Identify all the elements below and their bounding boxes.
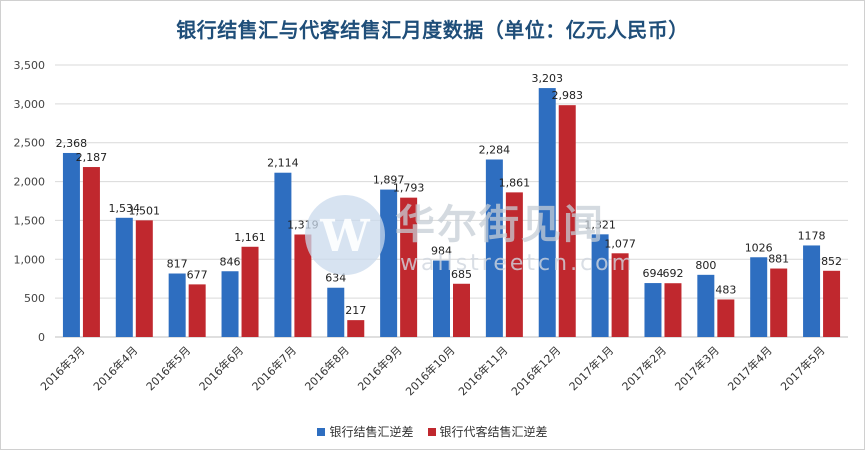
data-label-series-2: 685 (451, 268, 472, 281)
data-label-series-2: 677 (187, 268, 208, 281)
bar-series-2 (82, 167, 100, 337)
bar-series-2 (823, 270, 841, 337)
x-tick-label: 2017年4月 (725, 343, 775, 393)
x-tick-label: 2016年5月 (143, 343, 193, 393)
data-label-series-2: 1,793 (393, 182, 425, 195)
x-tick-label: 2017年3月 (672, 343, 722, 393)
bar-series-1 (803, 245, 821, 337)
y-tick-label: 3,000 (14, 98, 46, 111)
data-label-series-1: 1,534 (109, 202, 141, 215)
x-tick-label: 2017年1月 (566, 343, 616, 393)
bar-series-1 (380, 189, 398, 337)
bar-series-2 (505, 192, 523, 337)
bar-series-1 (485, 159, 503, 337)
y-tick-label: 1,000 (14, 253, 46, 266)
bar-series-2 (717, 299, 735, 337)
data-label-series-1: 2,114 (267, 157, 299, 170)
bar-series-2 (664, 283, 682, 337)
legend-item-series-2: 银行代客结售汇逆差 (427, 423, 548, 440)
y-tick-label: 2,000 (14, 176, 46, 189)
legend-swatch-series-2 (427, 427, 436, 436)
y-tick-label: 1,500 (14, 214, 46, 227)
bar-series-2 (453, 283, 470, 337)
bar-series-2 (558, 105, 576, 337)
bar-series-2 (611, 253, 629, 337)
x-tick-label: 2016年10月 (402, 343, 457, 398)
bar-series-1 (62, 152, 80, 337)
data-label-series-1: 3,203 (531, 72, 563, 85)
legend-item-series-1: 银行结售汇逆差 (317, 423, 414, 440)
data-label-series-1: 1,897 (373, 174, 405, 187)
y-tick-label: 2,500 (14, 137, 46, 150)
bar-series-1 (591, 234, 609, 337)
data-label-series-1: 694 (642, 267, 663, 280)
x-tick-label: 2016年9月 (355, 343, 405, 393)
y-tick-label: 3,500 (14, 59, 46, 72)
bar-series-1 (327, 287, 345, 337)
x-tick-label: 2016年8月 (302, 343, 352, 393)
data-label-series-2: 483 (715, 283, 736, 296)
y-tick-label: 500 (24, 292, 45, 305)
data-label-series-2: 692 (662, 267, 683, 280)
data-label-series-2: 1,861 (499, 176, 531, 189)
bar-series-2 (347, 320, 365, 337)
bar-series-1 (168, 273, 186, 337)
data-label-series-2: 852 (821, 255, 842, 268)
x-tick-label: 2016年11月 (455, 343, 510, 398)
data-label-series-1: 2,284 (479, 144, 511, 157)
bar-series-1 (115, 217, 133, 337)
data-label-series-1: 2,368 (56, 137, 88, 150)
x-tick-label: 2016年4月 (90, 343, 140, 393)
bar-series-1 (697, 274, 715, 337)
data-label-series-1: 1,321 (584, 218, 616, 231)
y-tick-label: 0 (38, 331, 45, 344)
data-label-series-2: 217 (345, 304, 366, 317)
bar-series-1 (433, 260, 450, 337)
data-label-series-2: 1,161 (234, 231, 266, 244)
data-label-series-1: 1026 (745, 241, 773, 254)
data-label-series-2: 881 (768, 253, 789, 266)
bar-series-1 (221, 271, 239, 337)
bar-series-2 (400, 197, 418, 337)
x-tick-label: 2016年12月 (508, 343, 563, 398)
legend-label-series-2: 银行代客结售汇逆差 (439, 425, 548, 439)
x-tick-label: 2016年3月 (37, 343, 87, 393)
data-label-series-2: 1,077 (604, 237, 636, 250)
bar-series-1 (538, 88, 556, 337)
x-tick-label: 2016年6月 (196, 343, 246, 393)
data-label-series-2: 1,501 (129, 204, 161, 217)
bar-series-2 (241, 246, 259, 337)
data-label-series-2: 1,319 (287, 218, 319, 231)
legend-label-series-1: 银行结售汇逆差 (329, 425, 414, 439)
bar-series-1 (274, 172, 292, 337)
chart-title: 银行结售汇与代客结售汇月度数据（单位：亿元人民币） (176, 18, 689, 42)
data-label-series-1: 817 (167, 258, 188, 271)
x-tick-label: 2016年7月 (249, 343, 299, 393)
data-label-series-1: 984 (431, 245, 452, 258)
bar-series-2 (135, 220, 153, 337)
bar-series-1 (750, 257, 768, 337)
bar-series-1 (644, 283, 662, 337)
data-label-series-2: 2,983 (551, 89, 583, 102)
data-label-series-1: 1178 (798, 229, 826, 242)
x-tick-label: 2017年2月 (619, 343, 669, 393)
legend-swatch-series-1 (317, 427, 326, 436)
data-label-series-2: 2,187 (76, 151, 108, 164)
x-tick-label: 2017年5月 (777, 343, 827, 393)
data-label-series-1: 846 (220, 255, 241, 268)
bar-series-2 (294, 234, 312, 337)
bar-series-2 (188, 284, 206, 337)
bar-series-2 (770, 268, 788, 337)
data-label-series-1: 634 (325, 272, 346, 285)
data-label-series-1: 800 (695, 259, 716, 272)
chart-legend: 银行结售汇逆差 银行代客结售汇逆差 (0, 423, 865, 440)
